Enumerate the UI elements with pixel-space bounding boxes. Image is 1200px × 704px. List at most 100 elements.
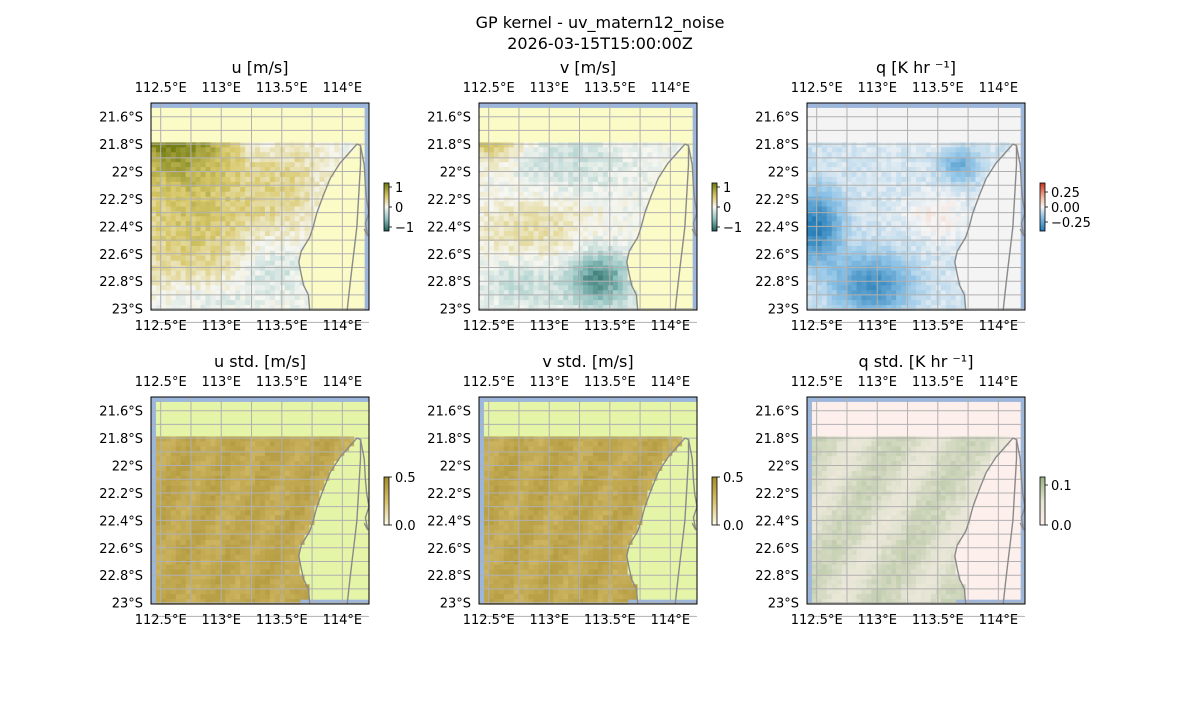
heatmap-cell: [275, 108, 281, 114]
heatmap-cell: [300, 207, 306, 213]
heatmap-cell: [628, 207, 634, 213]
heatmap-cell: [847, 226, 853, 232]
heatmap-cell: [305, 133, 311, 139]
heatmap-cell: [573, 138, 579, 144]
heatmap-cell: [329, 182, 335, 188]
heatmap-cell: [509, 187, 515, 193]
heatmap-cell: [479, 133, 485, 139]
heatmap-cell: [186, 133, 192, 139]
heatmap-cell: [265, 142, 271, 148]
heatmap-cell: [563, 177, 569, 183]
heatmap-cell: [866, 256, 872, 262]
heatmap-cell: [593, 261, 599, 267]
heatmap-cell: [509, 226, 515, 232]
heatmap-cell: [300, 123, 306, 129]
heatmap-cell: [603, 187, 609, 193]
heatmap-cell: [354, 300, 360, 306]
heatmap-cell: [827, 182, 833, 188]
heatmap-cell: [975, 256, 981, 262]
heatmap-cell: [161, 113, 167, 119]
heatmap-cell: [225, 182, 231, 188]
heatmap-cell: [603, 147, 609, 153]
heatmap-cell: [280, 271, 286, 277]
heatmap-cell: [206, 192, 212, 198]
heatmap-cell: [573, 231, 579, 237]
heatmap-cell: [657, 162, 663, 168]
heatmap-cell: [290, 207, 296, 213]
heatmap-cell: [975, 152, 981, 158]
heatmap-cell: [578, 266, 584, 272]
heatmap-cell: [866, 152, 872, 158]
heatmap-cell: [524, 241, 530, 247]
heatmap-cell: [652, 231, 658, 237]
heatmap-cell: [543, 276, 549, 282]
heatmap-cell: [583, 207, 589, 213]
heatmap-cell: [652, 192, 658, 198]
heatmap-cell: [687, 108, 693, 114]
heatmap-cell: [916, 226, 922, 232]
heatmap-cell: [235, 285, 241, 291]
heatmap-cell: [176, 138, 182, 144]
heatmap-cell: [215, 271, 221, 277]
heatmap-cell: [489, 172, 495, 178]
heatmap-cell: [613, 202, 619, 208]
heatmap-cell: [573, 202, 579, 208]
heatmap-cell: [847, 256, 853, 262]
heatmap-cell: [1015, 192, 1021, 198]
heatmap-cell: [181, 162, 187, 168]
colorbar-tick-label: 1: [395, 181, 403, 196]
heatmap-cell: [504, 138, 510, 144]
heatmap-cell: [499, 246, 505, 252]
heatmap-cell: [191, 142, 197, 148]
heatmap-cell: [514, 108, 520, 114]
heatmap-cell: [662, 133, 668, 139]
heatmap-cell: [499, 226, 505, 232]
heatmap-cell: [176, 123, 182, 129]
heatmap-cell: [687, 138, 693, 144]
heatmap-cell: [672, 187, 678, 193]
heatmap-cell: [906, 236, 912, 242]
heatmap-cell: [613, 192, 619, 198]
heatmap-cell: [479, 202, 485, 208]
heatmap-cell: [479, 123, 485, 129]
heatmap-cell: [285, 266, 291, 272]
heatmap-cell: [936, 256, 942, 262]
heatmap-cell: [176, 118, 182, 124]
heatmap-cell: [166, 192, 172, 198]
heatmap-cell: [837, 162, 843, 168]
heatmap-cell: [563, 285, 569, 291]
heatmap-cell: [687, 295, 693, 301]
heatmap-cell: [583, 300, 589, 306]
heatmap-cell: [529, 261, 535, 267]
heatmap-cell: [916, 177, 922, 183]
heatmap-cell: [280, 295, 286, 301]
heatmap-cell: [210, 271, 216, 277]
heatmap-cell: [871, 113, 877, 119]
heatmap-cell: [817, 207, 823, 213]
heatmap-cell: [807, 187, 813, 193]
heatmap-cell: [862, 231, 868, 237]
heatmap-cell: [215, 295, 221, 301]
heatmap-cell: [951, 226, 957, 232]
heatmap-cell: [494, 113, 500, 119]
heatmap-cell: [553, 207, 559, 213]
heatmap-cell: [504, 256, 510, 262]
heatmap-cell: [255, 226, 261, 232]
heatmap-cell: [652, 123, 658, 129]
heatmap-cell: [255, 108, 261, 114]
heatmap-cell: [504, 113, 510, 119]
heatmap-cell: [837, 182, 843, 188]
heatmap-cell: [151, 162, 157, 168]
heatmap-cell: [891, 147, 897, 153]
heatmap-cell: [647, 113, 653, 119]
heatmap-cell: [623, 187, 629, 193]
heatmap-cell: [354, 271, 360, 277]
heatmap-cell: [344, 207, 350, 213]
heatmap-cell: [881, 202, 887, 208]
heatmap-cell: [672, 162, 678, 168]
heatmap-cell: [225, 226, 231, 232]
heatmap-cell: [608, 266, 614, 272]
heatmap-cell: [349, 216, 355, 222]
heatmap-cell: [807, 142, 813, 148]
